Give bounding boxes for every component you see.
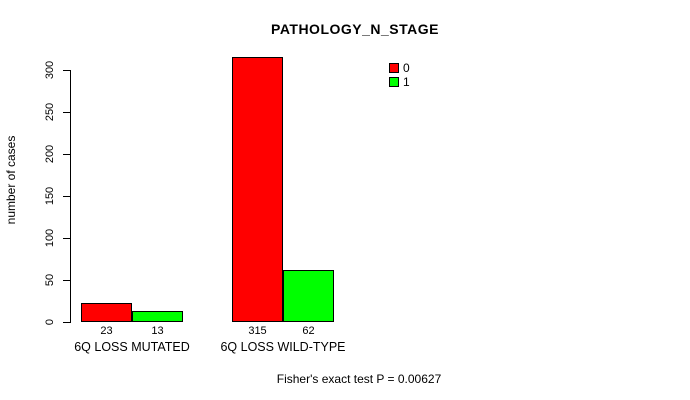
legend-swatch-green xyxy=(389,77,399,87)
y-tick-mark xyxy=(63,154,70,155)
y-tick-label: 300 xyxy=(44,60,56,80)
chart-title: PATHOLOGY_N_STAGE xyxy=(271,21,439,37)
y-tick-label: 50 xyxy=(44,273,56,287)
category-label: 6Q LOSS WILD-TYPE xyxy=(220,340,346,354)
legend-swatch-red xyxy=(389,63,399,73)
y-tick-mark xyxy=(63,280,70,281)
y-axis-line xyxy=(70,70,71,323)
legend-entry-0: 0 xyxy=(389,61,410,75)
fisher-test-annotation: Fisher's exact test P = 0.00627 xyxy=(276,372,442,386)
category-label: 6Q LOSS MUTATED xyxy=(74,340,190,354)
legend-entry-1: 1 xyxy=(389,75,410,89)
bar-value-label: 315 xyxy=(248,325,267,337)
y-tick-label: 250 xyxy=(44,102,56,122)
y-tick-mark xyxy=(63,238,70,239)
legend-label-1: 1 xyxy=(403,75,410,89)
bar-series-1 xyxy=(132,311,183,322)
bar-value-label: 13 xyxy=(151,325,164,337)
bar-value-label: 23 xyxy=(100,325,113,337)
y-tick-label: 150 xyxy=(44,186,56,206)
y-tick-label: 0 xyxy=(44,318,56,326)
legend-label-0: 0 xyxy=(403,61,410,75)
y-tick-mark xyxy=(63,322,70,323)
y-tick-mark xyxy=(63,112,70,113)
y-tick-label: 200 xyxy=(44,144,56,164)
bar-series-1 xyxy=(283,269,334,322)
y-tick-mark xyxy=(63,196,70,197)
bar-series-0 xyxy=(232,57,283,322)
bar-series-0 xyxy=(81,302,132,322)
y-tick-label: 100 xyxy=(44,228,56,248)
y-tick-mark xyxy=(63,70,70,71)
legend: 0 1 xyxy=(389,61,410,89)
bar-value-label: 62 xyxy=(302,325,315,337)
